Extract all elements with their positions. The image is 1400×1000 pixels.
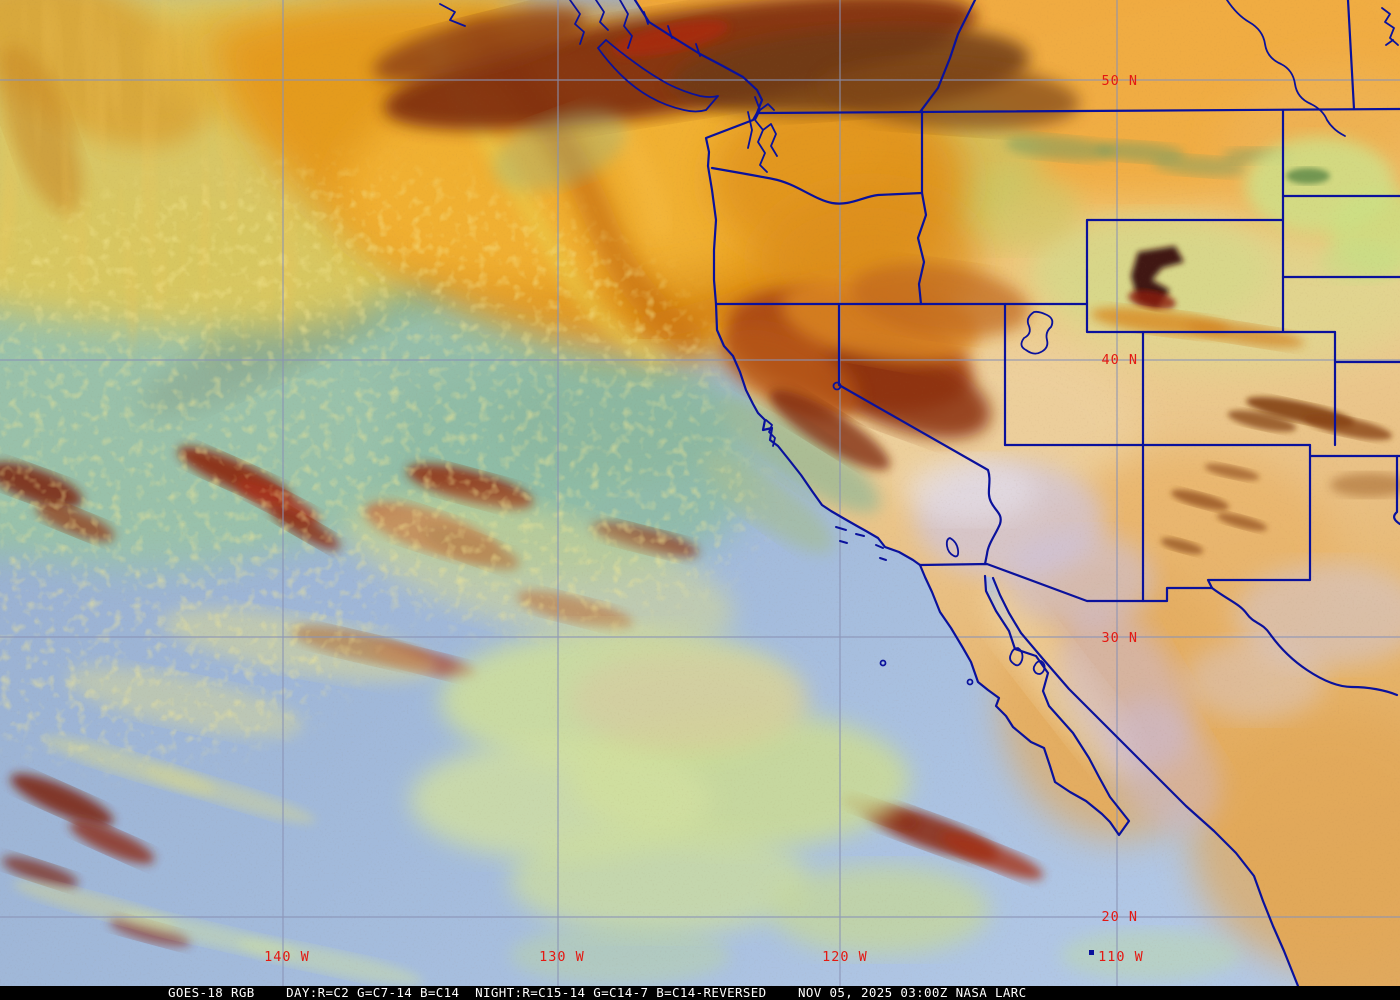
lake-tahoe [832,381,842,391]
corner-lakes [1381,7,1399,46]
status-bar-text: GOES-18 RGB DAY:R=C2 G=C7-14 B=C14 NIGHT… [168,985,1027,1000]
gulf-islands [1009,647,1046,675]
sf-bay [765,419,776,447]
status-bar: GOES-18 RGB DAY:R=C2 G=C7-14 B=C14 NIGHT… [0,986,1400,1000]
dakota-borders [1281,194,1400,279]
socorro-island [1089,950,1094,955]
lat-label-20n: 20 N [1101,909,1138,925]
bc-fjords [439,0,701,57]
lat-label-40n: 40 N [1101,352,1138,368]
guadalupe-island [879,659,887,667]
mexico-coastline [991,576,1300,986]
saskatchewan-border [1346,0,1356,111]
lat-label-30n: 30 N [1101,630,1138,646]
colorado-kansas-borders [1333,330,1400,447]
us-mexico-border [918,562,1214,603]
salton-sea [945,537,960,558]
map-boundaries [439,0,1400,986]
great-salt-lake [1020,310,1054,355]
saskatchewan-river [1226,0,1346,137]
nm-tx-borders [1206,443,1400,590]
tx-panhandle-border [1393,454,1400,526]
channel-islands [835,526,887,561]
us-canada-border [755,107,1400,115]
lon-label-120w: 120 W [822,949,868,965]
baja-coastline [918,563,1131,837]
lon-label-110w: 110 W [1098,949,1144,965]
cedros-island [966,678,974,686]
coastline [633,0,922,567]
lat-label-50n: 50 N [1101,73,1138,89]
puget-sound [747,96,778,173]
wyoming-borders [1085,108,1337,334]
bc-alberta-border [918,0,977,114]
or-id-border [916,191,928,306]
ca-nv-border [837,302,1002,566]
graticule-labels: 50 N 40 N 30 N 20 N 140 W 130 W 120 W 11… [264,73,1144,965]
columbia-river-border [710,166,924,205]
lon-label-130w: 130 W [539,949,585,965]
vancouver-island [597,39,719,113]
rio-grande-border [1210,586,1399,697]
lon-label-140w: 140 W [264,949,310,965]
